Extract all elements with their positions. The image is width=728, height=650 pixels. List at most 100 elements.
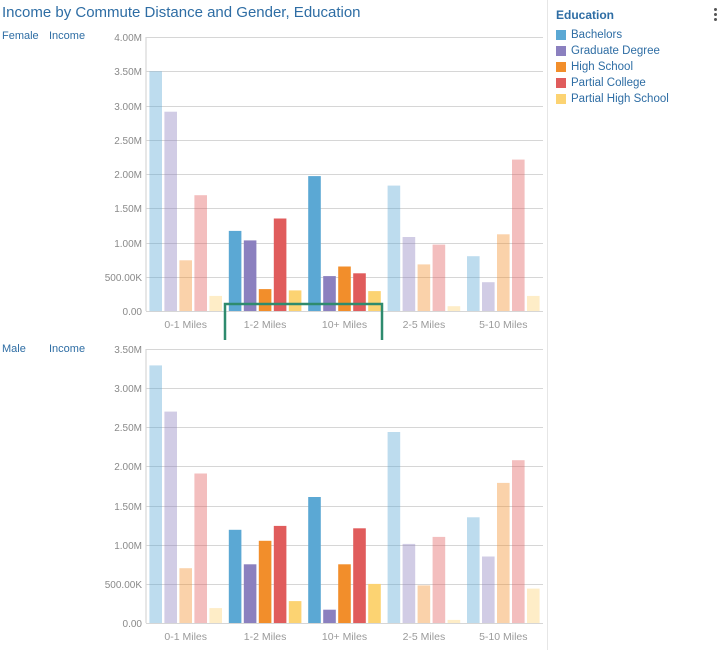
bar-bachelors[interactable] bbox=[467, 517, 480, 623]
bar-graduate-degree[interactable] bbox=[482, 556, 495, 624]
legend-label: Partial College bbox=[571, 77, 646, 89]
selection-highlight-box bbox=[223, 302, 384, 340]
chart-title: Income by Commute Distance and Gender, E… bbox=[2, 4, 361, 21]
x-tick-label: 5-10 Miles bbox=[479, 319, 527, 331]
legend-swatch bbox=[556, 62, 566, 72]
x-tick-label: 1-2 Miles bbox=[244, 319, 287, 331]
bar-high-school[interactable] bbox=[258, 540, 272, 623]
bar-partial-high-school[interactable] bbox=[209, 295, 222, 311]
bar-partial-college[interactable] bbox=[353, 273, 366, 311]
y-tick-label: 500.00K bbox=[105, 273, 143, 284]
bar-partial-college[interactable] bbox=[194, 195, 207, 311]
bar-high-school[interactable] bbox=[417, 264, 431, 311]
bar-graduate-degree[interactable] bbox=[323, 276, 336, 311]
y-tick-label: 500.00K bbox=[105, 580, 143, 591]
legend-title: Education bbox=[556, 8, 615, 22]
bar-partial-college[interactable] bbox=[512, 460, 525, 623]
y-tick-label: 1.50M bbox=[114, 502, 142, 513]
bar-high-school[interactable] bbox=[417, 585, 431, 623]
female-income-chart[interactable]: 0.00 500.00K 1.00M 1.50M 2.00M 2.50M 3.00M 3.50… bbox=[0, 0, 548, 340]
legend-label: Bachelors bbox=[571, 29, 623, 41]
bar-partial-high-school[interactable] bbox=[368, 291, 381, 311]
y-tick-label: 1.50M bbox=[114, 204, 142, 215]
legend-item-partial-high-school[interactable]: Partial High School bbox=[556, 91, 669, 107]
bar-bachelors[interactable] bbox=[308, 176, 321, 311]
bar-graduate-degree[interactable] bbox=[482, 282, 495, 311]
y-tick-label: 2.00M bbox=[114, 170, 142, 181]
bar-graduate-degree[interactable] bbox=[243, 240, 257, 311]
bar-partial-college[interactable] bbox=[273, 218, 287, 312]
bar-partial-high-school[interactable] bbox=[209, 608, 222, 623]
bar-high-school[interactable] bbox=[179, 568, 192, 623]
bar-partial-college[interactable] bbox=[194, 473, 207, 624]
bar-high-school[interactable] bbox=[338, 266, 351, 312]
legend-label: Graduate Degree bbox=[571, 45, 660, 57]
bar-partial-high-school[interactable] bbox=[527, 295, 540, 311]
bar-partial-college[interactable] bbox=[432, 244, 446, 311]
legend-item-graduate-degree[interactable]: Graduate Degree bbox=[556, 43, 669, 59]
y-tick-label: 3.50M bbox=[114, 67, 142, 78]
bar-partial-college[interactable] bbox=[512, 159, 525, 311]
bar-graduate-degree[interactable] bbox=[323, 609, 336, 623]
bar-bachelors[interactable] bbox=[228, 529, 242, 623]
bar-partial-high-school[interactable] bbox=[288, 290, 302, 311]
y-tick-label: 1.00M bbox=[114, 541, 142, 552]
bar-partial-high-school[interactable] bbox=[288, 601, 302, 623]
x-tick-label: 5-10 Miles bbox=[479, 631, 527, 643]
legend-label: High School bbox=[571, 61, 634, 73]
legend-item-partial-college[interactable]: Partial College bbox=[556, 75, 669, 91]
y-tick-label: 1.00M bbox=[114, 239, 142, 250]
bar-bachelors[interactable] bbox=[308, 497, 321, 623]
bar-partial-college[interactable] bbox=[432, 536, 446, 623]
bar-bachelors[interactable] bbox=[228, 230, 242, 311]
x-tick-label: 0-1 Miles bbox=[164, 631, 207, 643]
bar-high-school[interactable] bbox=[258, 289, 272, 311]
bar-partial-high-school[interactable] bbox=[368, 583, 381, 623]
x-tick-label: 10+ Miles bbox=[322, 631, 367, 643]
bar-bachelors[interactable] bbox=[387, 432, 401, 623]
bar-graduate-degree[interactable] bbox=[243, 564, 257, 623]
y-tick-label: 2.00M bbox=[114, 462, 142, 473]
bar-bachelors[interactable] bbox=[149, 365, 162, 623]
bar-graduate-degree[interactable] bbox=[164, 411, 177, 623]
panel-divider bbox=[547, 0, 548, 650]
legend-item-bachelors[interactable]: Bachelors bbox=[556, 27, 669, 43]
bar-bachelors[interactable] bbox=[149, 71, 162, 312]
y-tick-label: 3.50M bbox=[114, 345, 142, 356]
measure-label-female: Income bbox=[49, 30, 86, 42]
x-tick-label: 0-1 Miles bbox=[164, 319, 207, 331]
legend-label: Partial High School bbox=[571, 93, 669, 105]
bar-high-school[interactable] bbox=[338, 564, 351, 623]
bar-partial-high-school[interactable] bbox=[447, 306, 461, 311]
legend-swatch bbox=[556, 94, 566, 104]
row-label-female: Female bbox=[2, 30, 39, 42]
legend-swatch bbox=[556, 46, 566, 56]
bar-graduate-degree[interactable] bbox=[402, 237, 416, 311]
bar-partial-high-school[interactable] bbox=[447, 619, 461, 623]
x-tick-label: 2-5 Miles bbox=[403, 319, 446, 331]
bar-high-school[interactable] bbox=[497, 234, 510, 311]
row-label-male: Male bbox=[2, 343, 26, 355]
y-tick-label: 0.00 bbox=[123, 619, 143, 630]
bar-graduate-degree[interactable] bbox=[402, 543, 416, 623]
x-tick-label: 10+ Miles bbox=[322, 319, 367, 331]
measure-label-male: Income bbox=[49, 343, 86, 355]
y-tick-label: 4.00M bbox=[114, 33, 142, 44]
bar-partial-college[interactable] bbox=[353, 528, 366, 623]
bar-high-school[interactable] bbox=[179, 260, 192, 311]
more-options-icon[interactable] bbox=[712, 8, 718, 26]
legend-item-high-school[interactable]: High School bbox=[556, 59, 669, 75]
legend-swatch bbox=[556, 78, 566, 88]
legend: Education Bachelors Graduate Degree High… bbox=[556, 8, 669, 107]
legend-swatch bbox=[556, 30, 566, 40]
male-income-chart[interactable]: 0.00 500.00K 1.00M 1.50M 2.00M 2.50M 3.00M 3.50… bbox=[0, 0, 548, 650]
bar-high-school[interactable] bbox=[497, 482, 510, 623]
bar-graduate-degree[interactable] bbox=[164, 111, 177, 311]
x-tick-label: 2-5 Miles bbox=[403, 631, 446, 643]
bar-partial-high-school[interactable] bbox=[527, 588, 540, 623]
bar-bachelors[interactable] bbox=[467, 256, 480, 311]
bar-partial-college[interactable] bbox=[273, 525, 287, 623]
y-tick-label: 3.00M bbox=[114, 384, 142, 395]
y-tick-label: 2.50M bbox=[114, 423, 142, 434]
bar-bachelors[interactable] bbox=[387, 185, 401, 311]
